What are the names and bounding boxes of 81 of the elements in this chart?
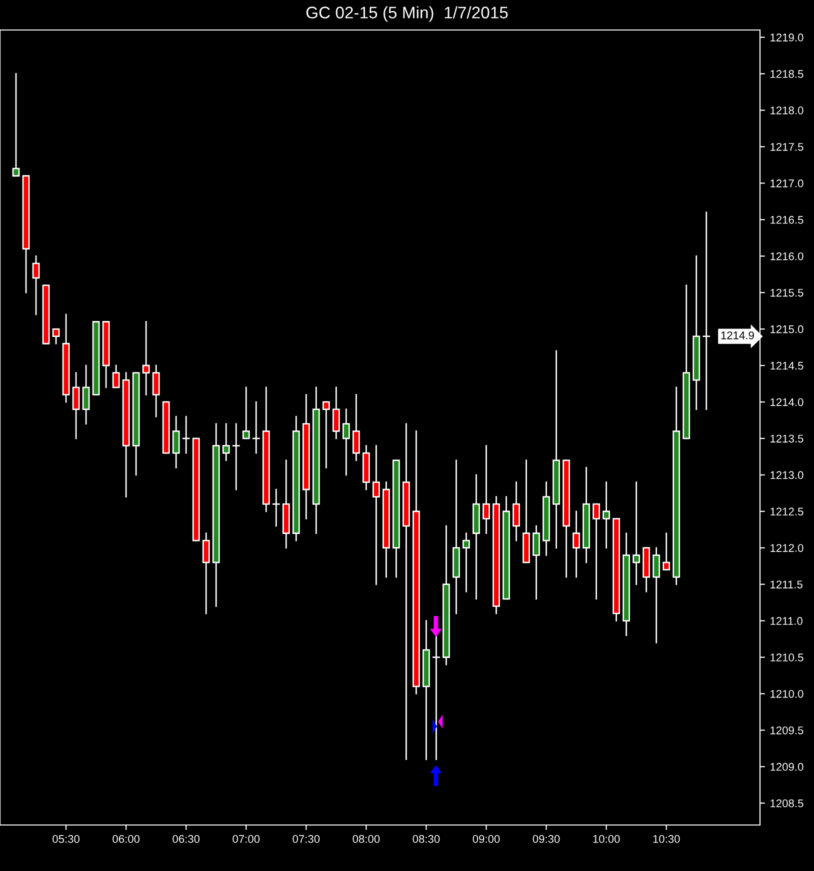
y-tick-label: 1214.5: [770, 362, 804, 370]
candlestick: [382, 482, 390, 578]
candlestick: [622, 532, 630, 636]
candlestick: [212, 423, 220, 607]
x-tick-label: 09:30: [532, 835, 560, 843]
candlestick: [72, 372, 80, 440]
x-tick-label: 08:30: [412, 835, 440, 843]
y-tick-label: 1208.5: [770, 799, 804, 808]
x-tick-label: 06:30: [172, 835, 200, 843]
candlestick: [532, 525, 540, 600]
candlestick: [202, 532, 210, 614]
candlestick: [452, 460, 460, 614]
x-tick-label: 10:30: [653, 835, 680, 843]
candlestick: [332, 386, 340, 440]
x-tick-label: 06:00: [112, 835, 140, 843]
x-tick-label: 07:30: [292, 835, 320, 843]
candlestick: [602, 482, 610, 549]
candlestick: [542, 482, 550, 556]
y-tick-label: 1212.5: [770, 508, 804, 516]
x-tick-label: 10:00: [593, 835, 620, 843]
x-tick-label: 07:00: [232, 835, 260, 843]
candlestick: [302, 394, 310, 520]
candlestick: [142, 321, 150, 396]
candlestick: [652, 547, 660, 644]
candlestick: [182, 416, 190, 454]
y-tick-label: 1212.0: [770, 544, 804, 552]
candlestick: [422, 620, 430, 760]
candlestick: [352, 394, 360, 462]
x-tick-label: 09:00: [472, 835, 500, 843]
y-tick-label: 1210.5: [770, 654, 804, 662]
y-tick-label: 1216.5: [770, 216, 804, 224]
candlestick: [292, 416, 300, 542]
candlestick: [582, 466, 590, 564]
y-tick-label: 1213.5: [770, 434, 804, 443]
candlestick: [122, 372, 130, 498]
y-tick-label: 1214.0: [770, 398, 804, 406]
candlestick: [492, 496, 500, 614]
candlestick: [442, 525, 450, 666]
y-tick-label: 1217.0: [770, 179, 804, 188]
candlestick: [252, 401, 260, 454]
candlestick: [172, 416, 180, 468]
y-tick-label: 1210.0: [770, 690, 804, 698]
y-tick-label: 1209.5: [770, 726, 804, 734]
y-tick-label: 1209.0: [770, 762, 804, 771]
y-tick-label: 1218.5: [770, 70, 804, 78]
candlestick: [472, 474, 480, 600]
candlestick: [632, 482, 640, 586]
candlestick: [702, 212, 710, 410]
candlestick: [482, 445, 490, 534]
candlestick: [342, 408, 350, 476]
candlestick: [462, 532, 470, 592]
candlestick: [222, 423, 230, 462]
candlestick: [272, 488, 280, 527]
candlestick: [692, 255, 700, 410]
y-tick-label: 1218.0: [770, 106, 804, 114]
y-tick-label: 1211.5: [770, 580, 802, 588]
y-tick-label: 1213.0: [770, 471, 804, 480]
candlestick: [152, 364, 160, 418]
candlestick: [552, 350, 560, 549]
candlestick: [512, 482, 520, 542]
x-tick-label: 05:30: [52, 835, 80, 843]
y-tick-label: 1216.0: [770, 252, 804, 260]
chart-title: GC 02-15 (5 Min) 1/7/2015: [306, 6, 508, 22]
y-tick-label: 1211.0: [770, 617, 802, 625]
y-tick-label: 1217.5: [770, 142, 804, 151]
candlestick: [402, 423, 410, 760]
candlestick: [572, 510, 580, 578]
candlestick: [232, 423, 240, 490]
candlestick: [412, 430, 420, 694]
candlestick: [672, 386, 680, 586]
y-tick-label: 1219.0: [770, 34, 804, 42]
candlestick: [312, 386, 320, 534]
annotation: 1214.9: [721, 331, 754, 340]
candlestick: [262, 386, 270, 512]
x-tick-label: 08:00: [352, 835, 380, 843]
candlestick: [362, 445, 370, 490]
candlestick: [82, 364, 90, 425]
candlestick: [282, 460, 290, 549]
y-tick-label: 1215.5: [770, 288, 804, 297]
candlestick: [372, 445, 380, 586]
y-tick-label: 1215.0: [770, 325, 804, 334]
